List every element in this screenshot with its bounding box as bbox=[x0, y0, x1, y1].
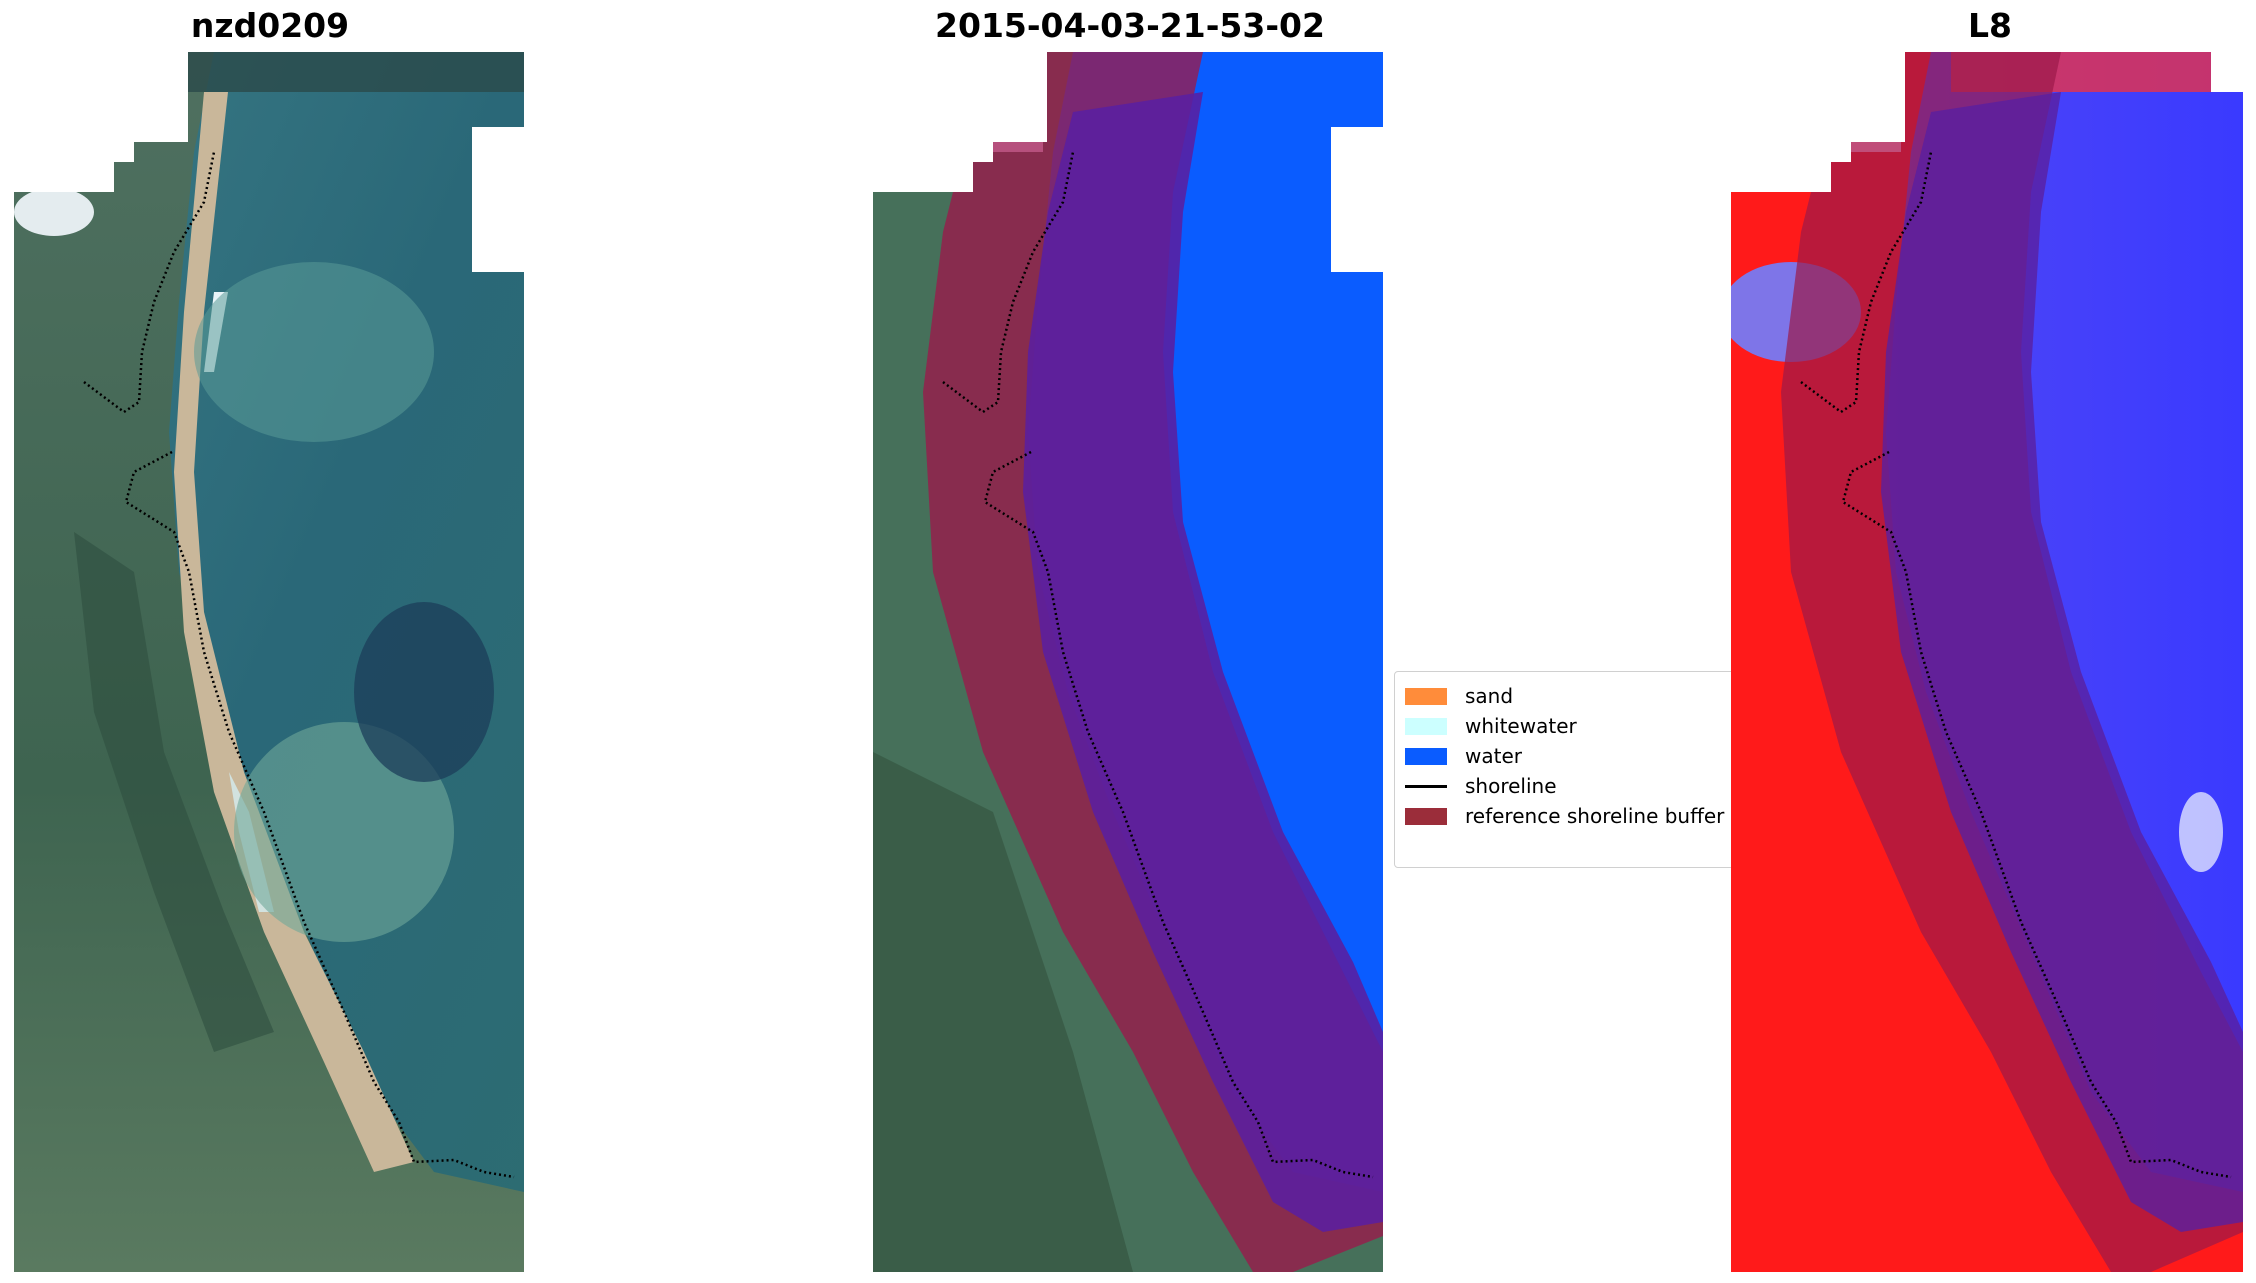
legend-item-sand: sand bbox=[1405, 684, 1513, 708]
legend-swatch-shoreline bbox=[1405, 784, 1447, 788]
rgb-satellite-image bbox=[14, 52, 524, 1272]
legend-label-buffer: reference shoreline buffer bbox=[1465, 804, 1725, 828]
legend-label-water: water bbox=[1465, 744, 1522, 768]
land-area bbox=[14, 52, 524, 1272]
index-image bbox=[1731, 52, 2243, 1272]
classified-image bbox=[873, 52, 1383, 1272]
legend-label-whitewater: whitewater bbox=[1465, 714, 1577, 738]
legend-label-shoreline: shoreline bbox=[1465, 774, 1557, 798]
legend-item-water: water bbox=[1405, 744, 1522, 768]
legend-label-sand: sand bbox=[1465, 684, 1514, 708]
legend-item-whitewater: whitewater bbox=[1405, 714, 1577, 738]
beach-sand bbox=[174, 92, 414, 1172]
legend-swatch-buffer bbox=[1405, 807, 1447, 825]
legend-swatch-sand bbox=[1405, 687, 1447, 705]
legend-swatch-water bbox=[1405, 747, 1447, 765]
panel-title-index: L8 bbox=[1968, 6, 2012, 45]
panel-title-rgb: nzd0209 bbox=[190, 6, 350, 45]
buffer-water-overlap bbox=[1023, 92, 1383, 1232]
legend: sand whitewater water shoreline referenc… bbox=[1394, 671, 1740, 868]
legend-swatch-whitewater bbox=[1405, 717, 1447, 735]
legend-item-shoreline: shoreline bbox=[1405, 774, 1557, 798]
panel-title-classified: 2015-04-03-21-53-02 bbox=[935, 6, 1325, 45]
legend-item-buffer: reference shoreline buffer bbox=[1405, 804, 1724, 828]
shoreline-line bbox=[83, 151, 216, 414]
